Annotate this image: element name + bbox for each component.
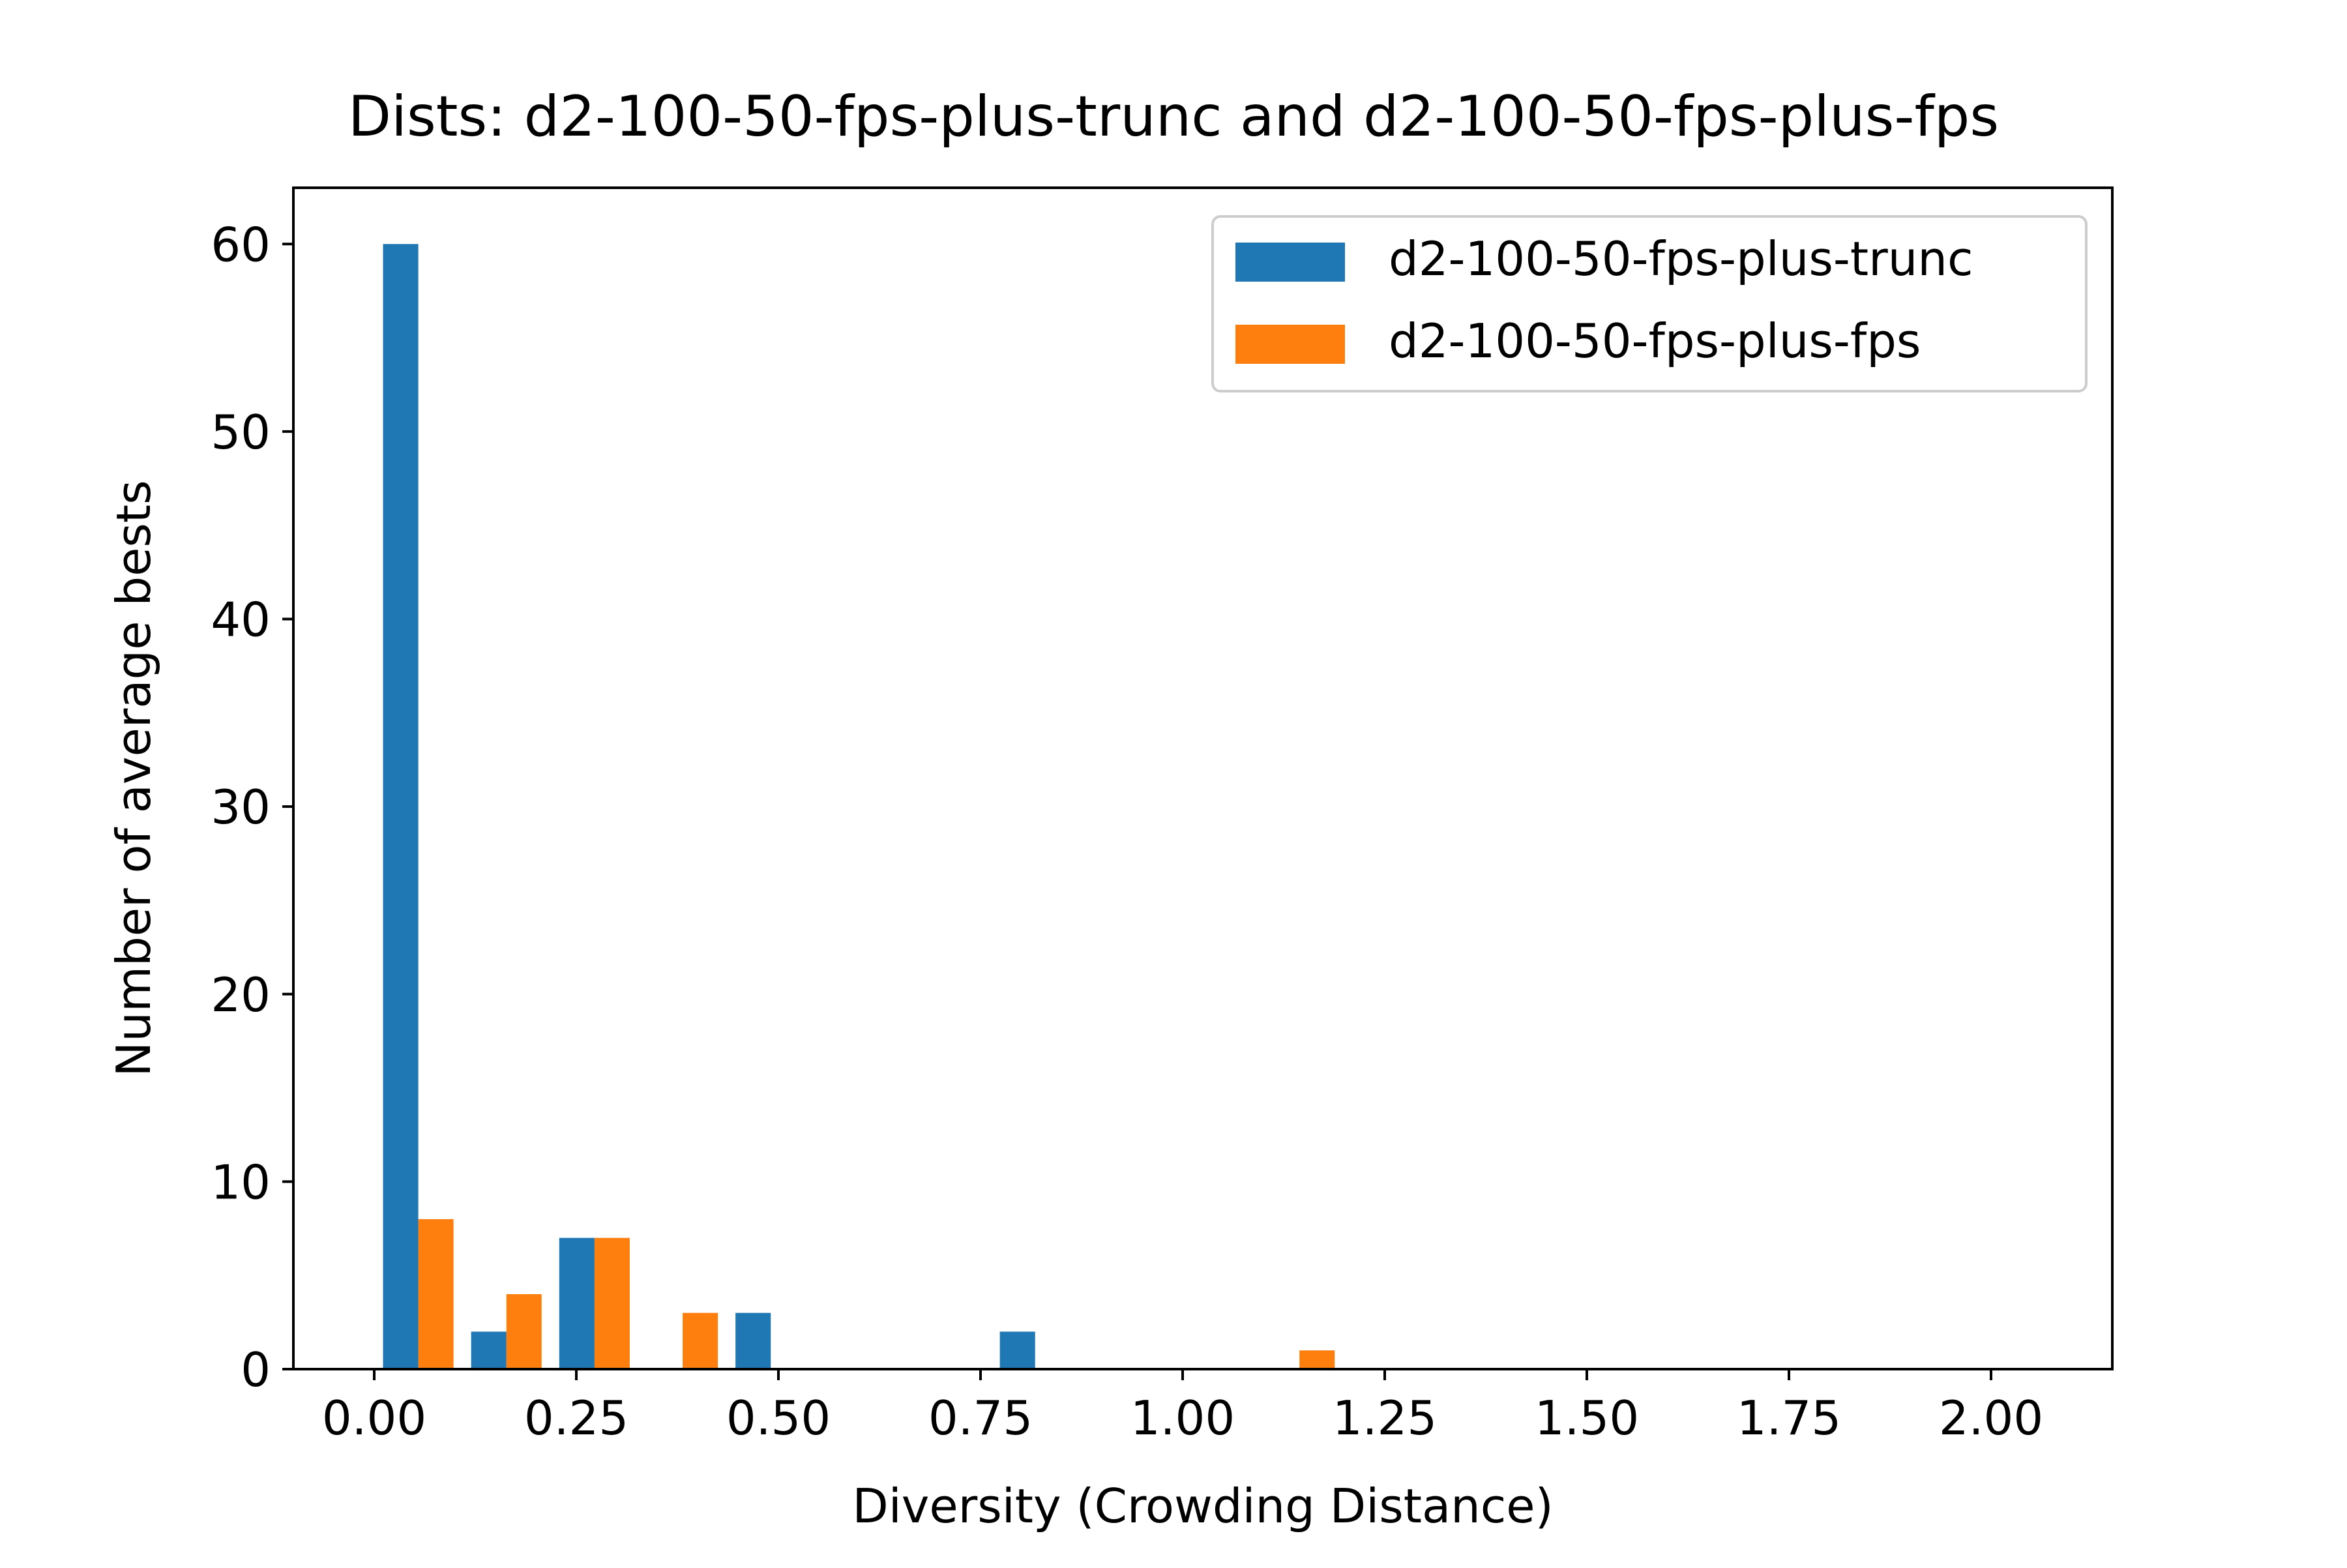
x-tick-label: 1.25: [1333, 1391, 1437, 1445]
y-axis-label: Number of average bests: [106, 480, 161, 1076]
x-tick-label: 0.75: [928, 1391, 1033, 1445]
x-tick-label: 1.00: [1130, 1391, 1235, 1445]
x-axis-label: Diversity (Crowding Distance): [852, 1479, 1553, 1533]
bar-trunc-bin-2: [559, 1237, 595, 1369]
legend-swatch-trunc: [1235, 243, 1345, 282]
legend-swatch-fps: [1235, 325, 1345, 364]
bar-trunc-bin-4: [735, 1312, 771, 1369]
bar-fps-bin-10: [1299, 1350, 1335, 1369]
bar-fps-bin-3: [683, 1312, 718, 1369]
y-tick-label: 50: [211, 405, 271, 460]
y-tick-label: 30: [211, 780, 271, 835]
legend-label-trunc: d2-100-50-fps-plus-trunc: [1389, 231, 1973, 286]
bar-trunc-bin-1: [471, 1331, 507, 1369]
y-tick-label: 40: [211, 593, 271, 647]
bar-trunc-bin-0: [383, 244, 419, 1370]
x-tick-label: 2.00: [1939, 1391, 2043, 1445]
legend: d2-100-50-fps-plus-trunc d2-100-50-fps-p…: [1211, 215, 2088, 392]
y-tick-label: 0: [241, 1342, 271, 1397]
bar-fps-bin-0: [418, 1219, 454, 1369]
x-tick-label: 1.50: [1535, 1391, 1639, 1445]
y-tick-label: 20: [211, 968, 271, 1022]
x-tick-label: 1.75: [1737, 1391, 1841, 1445]
x-tick-label: 0.50: [726, 1391, 831, 1445]
bar-trunc-bin-7: [999, 1331, 1035, 1369]
y-tick-label: 60: [211, 217, 271, 272]
x-tick-label: 0.25: [524, 1391, 628, 1445]
y-tick-label: 10: [211, 1155, 271, 1209]
bar-fps-bin-1: [506, 1294, 542, 1369]
x-tick-label: 0.00: [322, 1391, 426, 1445]
bars-layer: [383, 244, 1335, 1370]
bar-fps-bin-2: [594, 1237, 630, 1369]
x-axis-ticks: 0.00 0.25 0.50 0.75 1.00 1.25 1.50 1.75 2.00: [322, 1369, 2043, 1445]
legend-frame: [1211, 215, 2088, 392]
y-axis-ticks: 0 10 20 30 40 50 60: [211, 217, 293, 1397]
chart-title: Dists: d2-100-50-fps-plus-trunc and d2-1…: [348, 84, 1999, 149]
plot-frame: [292, 186, 2114, 1370]
legend-label-fps: d2-100-50-fps-plus-fps: [1389, 314, 1921, 368]
